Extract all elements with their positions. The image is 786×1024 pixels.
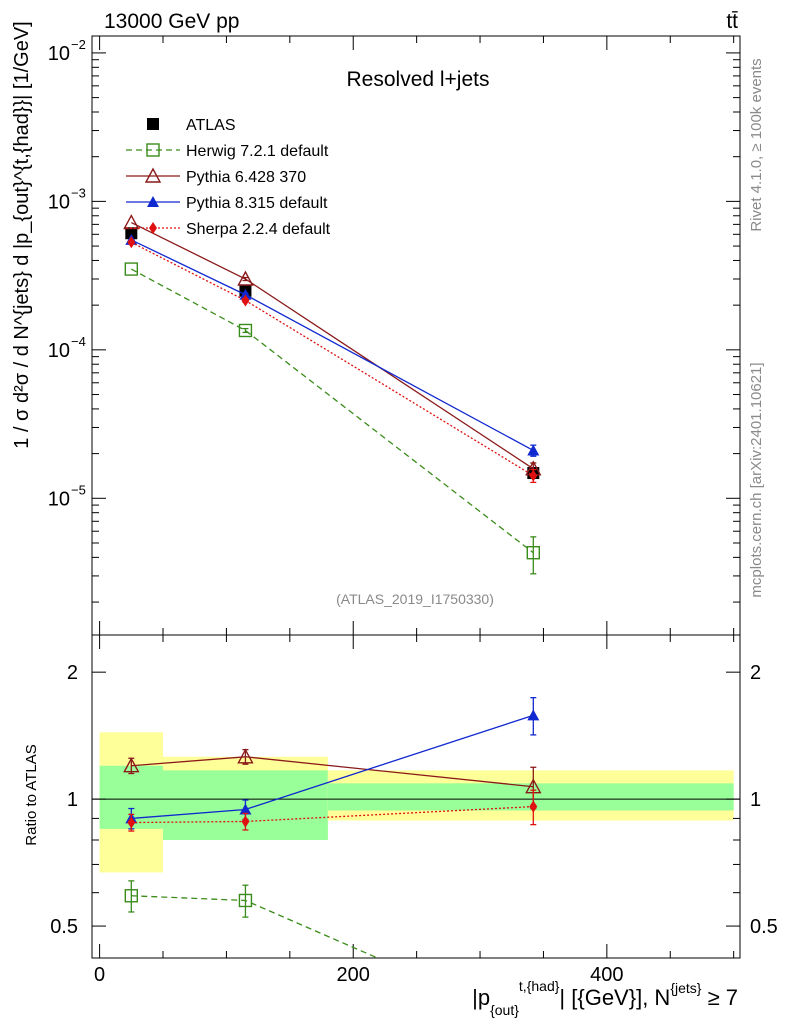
y-tick-exponent: −5 [71,482,86,497]
y-tick-label: 10 [48,340,70,362]
legend-label-pythia-8-315-default: Pythia 8.315 default [186,195,328,212]
ratio-point-pythia-8-315-default [527,709,540,721]
main-point-pythia-6-428-370 [123,214,140,230]
main-line-pythia-6-428-370 [131,221,534,470]
ratio-point-sherpa-2-2-4-default [529,800,538,813]
y-tick-label: 10 [48,488,70,510]
legend-marker-herwig-7-2-1-default [146,143,160,157]
main-point-atlas [125,227,138,240]
ratio-panel: 0 200 400 0.5 0.5 1 1 2 2 [50,634,778,986]
legend-label-sherpa-2-2-4-default: Sherpa 2.2.4 default [186,221,331,238]
ratio-y-tick-label: 2 [67,662,78,684]
main-point-herwig-7-2-1-default [238,323,253,338]
main-point-pythia-6-428-370 [237,270,254,286]
legend-label-herwig-7-2-1-default: Herwig 7.2.1 default [186,143,329,160]
legend-label-atlas: ATLAS [186,117,236,134]
y-tick-exponent: −3 [71,185,86,200]
ratio-y-tick-label: 1 [67,789,78,811]
main-point-sherpa-2-2-4-default [241,294,250,307]
ratio-y-axis-label: Ratio to ATLAS [23,744,40,845]
ratio-y-tick-label-right: 1 [750,789,761,811]
chart-title: Resolved l+jets [347,68,490,91]
rivet-version-label: Rivet 4.1.0, ≥ 100k events [748,58,765,231]
x-tick-label: 400 [590,964,623,986]
ratio-point-herwig-7-2-1-default [238,893,253,908]
mcplots-label: mcplots.cern.ch [arXiv:2401.10621] [748,362,765,597]
main-point-sherpa-2-2-4-default [127,236,136,249]
legend-label-pythia-6-428-370: Pythia 6.428 370 [186,169,306,186]
ratio-y-tick-label-right: 0.5 [750,916,778,938]
ratio-point-herwig-7-2-1-default [124,889,139,903]
main-line-pythia-8-315-default [131,239,534,452]
main-point-herwig-7-2-1-default [526,546,540,560]
ratio-point-pythia-6-428-370 [123,757,140,773]
energy-label: 13000 GeV pp [104,10,239,33]
y-tick-label: 10 [48,191,70,213]
main-line-sherpa-2-2-4-default [131,241,534,477]
main-y-axis-label: 1 / σ d²σ / d N^{jets} d |p_{out}^{t,{ha… [11,21,33,448]
main-line-herwig-7-2-1-default [131,268,534,554]
legend-marker-pythia-8-315-default [147,196,159,207]
y-tick-exponent: −2 [71,37,86,52]
ratio-y-tick-label-right: 2 [750,662,761,684]
ratio-frame [91,634,741,959]
legend-marker-pythia-6-428-370 [144,167,162,183]
ratio-point-pythia-8-315-default [239,803,252,815]
legend: ATLAS Herwig 7.2.1 default Pythia 6.428 37… [126,117,331,238]
legend-marker-sherpa-2-2-4-default [149,222,157,234]
analysis-id-label: (ATLAS_2019_I1750330) [336,591,494,607]
main-point-pythia-8-315-default [239,288,252,300]
y-tick-label: 10 [48,43,70,65]
chart-marks [123,214,542,958]
ratio-point-pythia-6-428-370 [237,748,254,764]
process-label: tt̄ [726,10,738,33]
x-tick-label: 0 [94,964,105,986]
main-point-sherpa-2-2-4-default [529,469,538,482]
main-point-pythia-8-315-default [527,444,540,456]
y-tick-exponent: −4 [71,334,86,349]
x-axis-label: |p{out}t,{had}| [{GeV}], N{jets} ≥ 7 [472,978,738,1018]
legend-marker-atlas [147,118,159,130]
ratio-point-sherpa-2-2-4-default [127,816,136,829]
ratio-point-sherpa-2-2-4-default [241,815,250,828]
main-point-herwig-7-2-1-default [124,262,139,276]
x-tick-label: 200 [337,964,370,986]
ratio-y-tick-label: 0.5 [50,916,78,938]
